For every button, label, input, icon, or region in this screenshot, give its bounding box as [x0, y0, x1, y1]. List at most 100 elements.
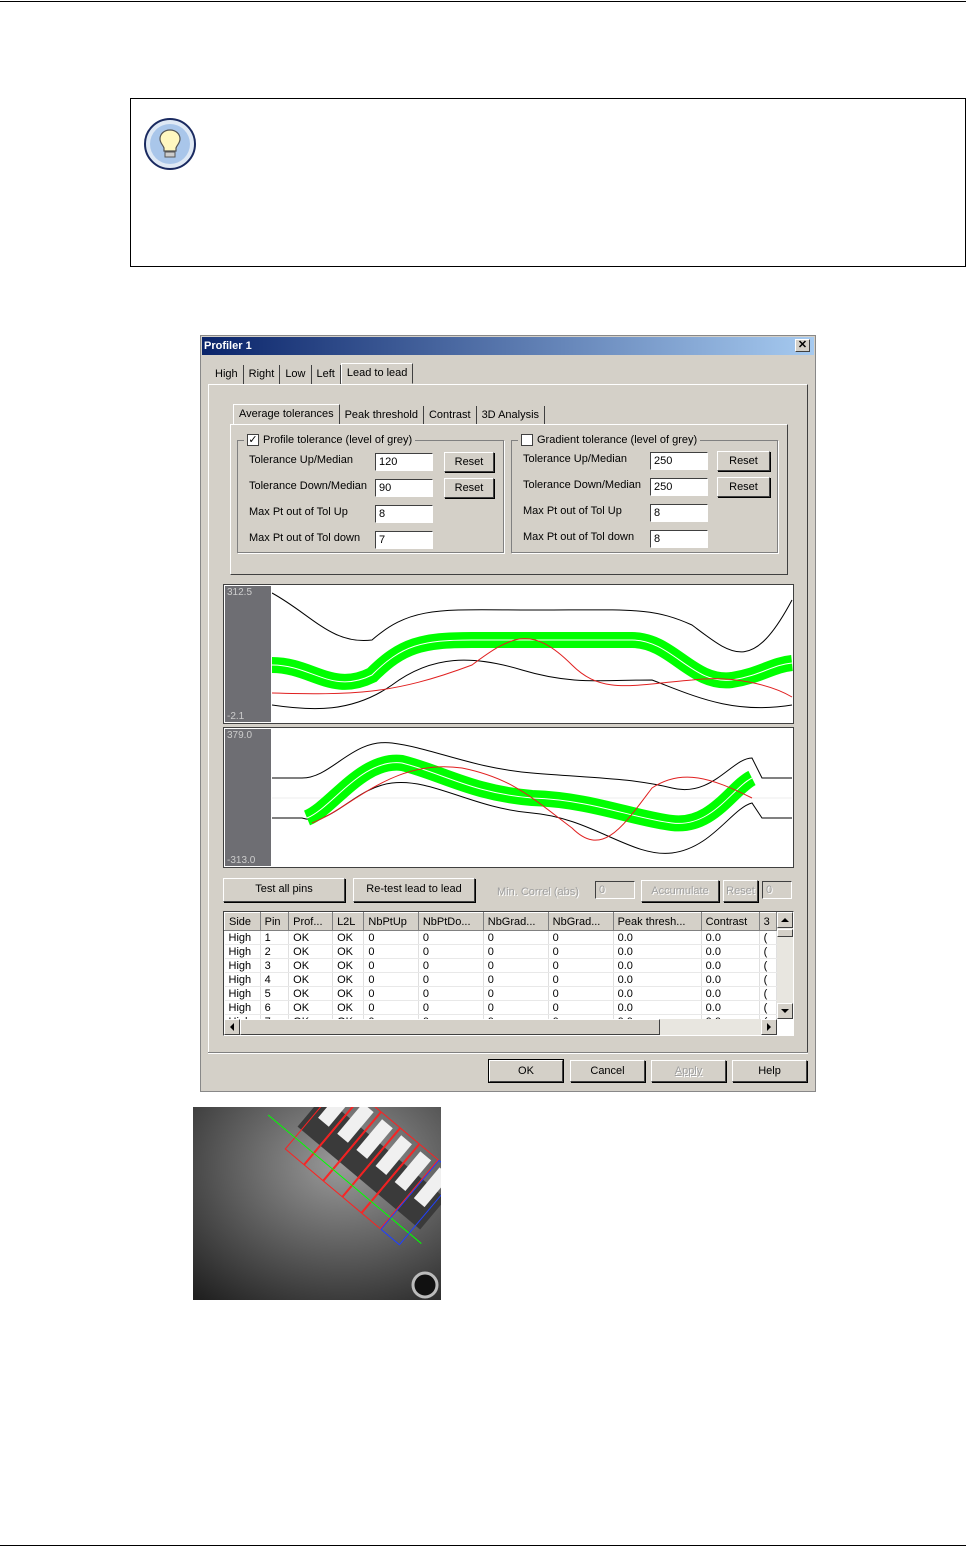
table-cell: 0.0 [701, 958, 760, 973]
test-all-pins-button[interactable]: Test all pins [223, 878, 345, 902]
retest-lead-to-lead-button[interactable]: Re-test lead to lead [353, 878, 475, 902]
table-cell: 0.0 [701, 1000, 760, 1015]
table-cell: ( [759, 958, 777, 973]
min-correl-input[interactable]: 0 [595, 881, 635, 899]
apply-button[interactable]: Apply [651, 1060, 726, 1082]
table-cell: 0 [483, 972, 549, 987]
table-cell: OK [332, 944, 365, 959]
column-header[interactable]: Pin [259, 912, 290, 931]
cancel-button[interactable]: Cancel [570, 1060, 645, 1082]
accumulate-reset-button[interactable]: Reset [723, 880, 758, 902]
scroll-right-button[interactable] [761, 1019, 777, 1035]
profile-tol-down-reset-button[interactable]: Reset [444, 478, 494, 498]
column-header[interactable]: Side [224, 912, 261, 931]
horizontal-scrollbar[interactable] [224, 1019, 777, 1035]
table-row[interactable]: High7OKOK00000.00.0( [224, 1014, 777, 1019]
accumulate-button[interactable]: Accumulate [641, 880, 719, 902]
lower-envelope [272, 659, 793, 710]
column-header[interactable]: L2L [332, 912, 365, 931]
dialog-title-bar[interactable]: Profiler 1 ✕ [202, 337, 814, 355]
profile-max-down-input[interactable]: 7 [375, 531, 433, 549]
table-row[interactable]: High 1 OK OK 0 0 0 0 0.0 0.0( [224, 930, 777, 945]
table-cell: 0 [548, 1014, 614, 1019]
gradient-plot-curves [272, 742, 792, 854]
gradient-plot-ymax: 379.0 [227, 730, 253, 741]
column-header[interactable]: NbGrad... [547, 912, 614, 931]
gradient-tol-up-reset-button[interactable]: Reset [717, 451, 770, 471]
table-cell: 0.0 [701, 930, 760, 945]
table-cell: 0 [363, 930, 419, 945]
gradient-tol-up-input[interactable]: 250 [650, 452, 708, 470]
profile-tol-down-input[interactable]: 90 [375, 479, 433, 497]
bottom-rule [0, 1545, 966, 1546]
table-row[interactable]: High 5 OK OK 0 0 0 0 0.0 0.0( [224, 986, 777, 1001]
table-row[interactable]: High 4 OK OK 0 0 0 0 0.0 0.0( [224, 972, 777, 987]
scroll-down-icon [781, 1009, 789, 1017]
profile-tolerance-label: Profile tolerance (level of grey) [263, 434, 413, 446]
scroll-thumb[interactable] [777, 929, 793, 937]
gradient-tol-down-label: Tolerance Down/Median [523, 479, 642, 491]
subtab-peak-threshold[interactable]: Peak threshold [340, 406, 424, 425]
gradient-plot-ymin: -313.0 [227, 855, 256, 866]
table-cell: 7 [260, 1014, 290, 1019]
tab-lead-to-lead[interactable]: Lead to lead [340, 363, 414, 384]
tab-high[interactable]: High [210, 365, 244, 384]
table-cell: OK [288, 972, 334, 987]
help-button[interactable]: Help [732, 1060, 807, 1082]
profile-max-up-label: Max Pt out of Tol Up [249, 506, 348, 518]
table-cell: 0 [548, 986, 614, 1001]
subtab-average-tolerances[interactable]: Average tolerances [233, 404, 340, 425]
profile-tol-up-reset-button[interactable]: Reset [444, 452, 494, 472]
profile-plot-ymin: -2.1 [227, 711, 245, 722]
table-cell: 0 [548, 972, 614, 987]
column-header[interactable]: 3 [758, 912, 777, 931]
scroll-down-button[interactable] [777, 1003, 793, 1019]
table-cell: 0 [548, 930, 614, 945]
scroll-left-icon [226, 1023, 234, 1031]
hscroll-thumb[interactable] [240, 1019, 660, 1035]
column-header[interactable]: NbPtDo... [417, 912, 484, 931]
table-row[interactable]: High 6 OK OK 0 0 0 0 0.0 0.0( [224, 1000, 777, 1015]
column-header[interactable]: NbGrad... [482, 912, 549, 931]
table-cell: 0 [483, 986, 549, 1001]
table-cell: OK [332, 958, 365, 973]
subtab-3d-analysis[interactable]: 3D Analysis [477, 406, 546, 425]
table-viewport: Side Pin Prof... L2L NbPtUp NbPtDo... NbGrad..… [224, 912, 777, 1019]
profile-tolerance-checkbox[interactable]: ✓ [247, 434, 259, 446]
column-header[interactable]: Peak thresh... [612, 912, 702, 931]
gradient-tolerance-checkbox[interactable] [521, 434, 533, 446]
table-cell: 0 [483, 930, 549, 945]
tab-right[interactable]: Right [244, 365, 281, 384]
profile-max-up-input[interactable]: 8 [375, 505, 433, 523]
table-cell: 0 [418, 930, 484, 945]
tab-left[interactable]: Left [312, 365, 341, 384]
table-cell: OK [332, 1014, 365, 1019]
table-cell: 5 [260, 986, 290, 1001]
table-cell: 0 [483, 1000, 549, 1015]
table-cell: High [224, 1000, 261, 1015]
column-header[interactable]: Contrast [700, 912, 760, 931]
profile-tol-up-input[interactable]: 120 [375, 453, 433, 471]
tab-low[interactable]: Low [280, 365, 312, 384]
top-rule [0, 1, 966, 2]
table-row[interactable]: High 2 OK OK 0 0 0 0 0.0 0.0( [224, 944, 777, 959]
column-header[interactable]: Prof... [288, 912, 334, 931]
gradient-tol-down-input[interactable]: 250 [650, 478, 708, 496]
scroll-left-button[interactable] [224, 1019, 240, 1035]
column-header[interactable]: NbPtUp [363, 912, 419, 931]
table-row[interactable]: High 3 OK OK 0 0 0 0 0.0 0.0( [224, 958, 777, 973]
ok-button[interactable]: OK [489, 1060, 563, 1082]
subtab-contrast[interactable]: Contrast [424, 406, 477, 425]
vertical-scrollbar[interactable] [777, 912, 793, 1019]
table-cell: ( [759, 972, 777, 987]
gradient-max-up-input[interactable]: 8 [650, 504, 708, 522]
gradient-tol-down-reset-button[interactable]: Reset [717, 477, 770, 497]
profile-tolerance-group: ✓ Profile tolerance (level of grey) Toler… [237, 434, 504, 553]
table-cell: 0.0 [701, 1014, 760, 1019]
close-button[interactable]: ✕ [795, 339, 810, 352]
results-table: Side Pin Prof... L2L NbPtUp NbPtDo... NbGrad..… [223, 911, 794, 1036]
table-cell: ( [759, 1014, 777, 1019]
scroll-up-button[interactable] [777, 912, 793, 928]
median-profile [272, 639, 793, 683]
gradient-max-down-input[interactable]: 8 [650, 530, 708, 548]
